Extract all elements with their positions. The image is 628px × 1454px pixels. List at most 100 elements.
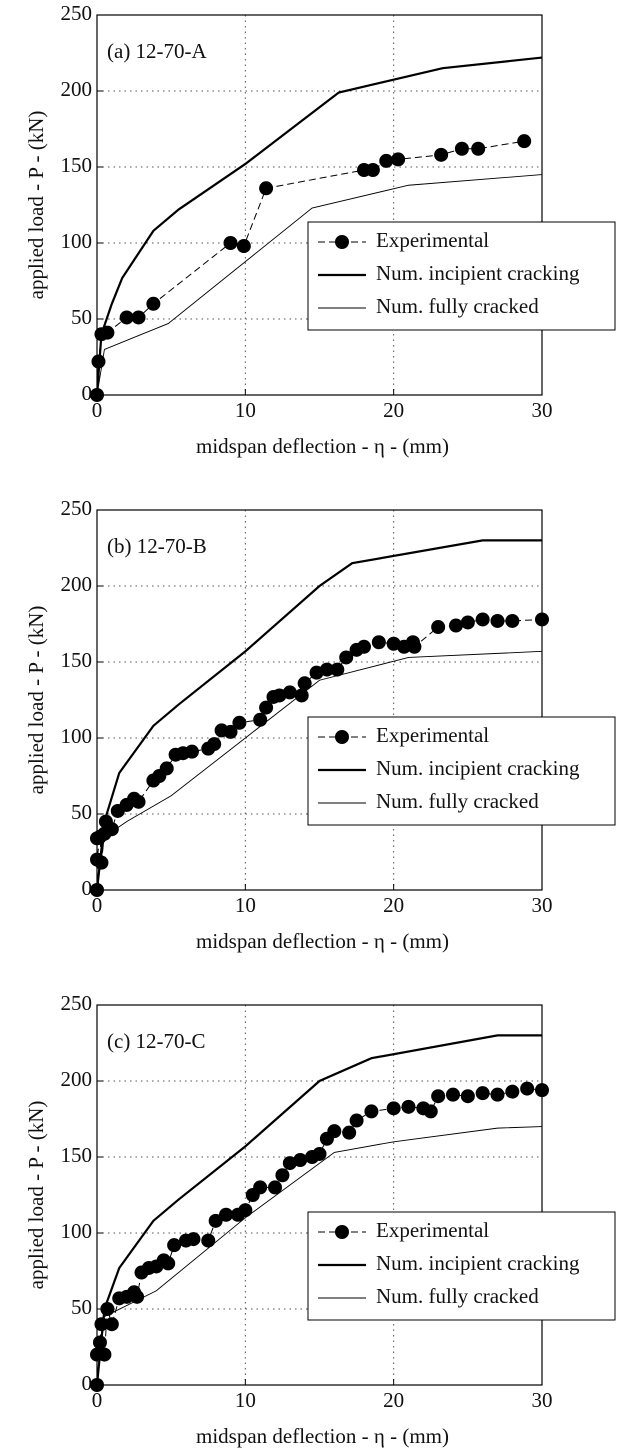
y-tick-label: 150 bbox=[61, 648, 93, 672]
y-tick-label: 250 bbox=[61, 496, 93, 520]
y-tick-label: 150 bbox=[61, 1143, 93, 1167]
chart-title: (b) 12-70-B bbox=[107, 534, 207, 558]
data-point bbox=[319, 662, 334, 677]
data-point bbox=[92, 1335, 107, 1350]
data-point bbox=[490, 613, 505, 628]
x-tick-label: 0 bbox=[92, 1388, 103, 1412]
data-point bbox=[475, 612, 490, 627]
legend-label: Experimental bbox=[376, 723, 489, 747]
data-point bbox=[490, 1087, 505, 1102]
x-tick-label: 30 bbox=[532, 893, 553, 917]
data-point bbox=[253, 1180, 268, 1195]
data-point bbox=[223, 236, 238, 250]
data-point bbox=[207, 737, 222, 752]
legend-label: Num. incipient cracking bbox=[376, 1251, 580, 1275]
data-point bbox=[238, 1203, 253, 1218]
data-point bbox=[423, 1104, 438, 1119]
x-tick-label: 10 bbox=[235, 893, 256, 917]
y-axis-label: applied load - P - (kN) bbox=[24, 111, 48, 300]
x-axis-label: midspan deflection - η - (mm) bbox=[196, 929, 449, 953]
data-point bbox=[391, 152, 406, 167]
data-point bbox=[365, 163, 380, 178]
data-point bbox=[253, 712, 268, 727]
data-point bbox=[208, 1213, 223, 1228]
legend-marker bbox=[335, 730, 349, 744]
series-line bbox=[96, 174, 543, 396]
data-point bbox=[236, 239, 251, 254]
data-point bbox=[119, 310, 134, 325]
data-point bbox=[167, 1238, 182, 1253]
y-tick-label: 150 bbox=[61, 153, 93, 177]
data-point bbox=[434, 147, 449, 162]
data-point bbox=[520, 1081, 535, 1096]
series-line bbox=[95, 56, 543, 396]
data-point bbox=[364, 1104, 379, 1119]
y-tick-label: 50 bbox=[71, 1295, 92, 1319]
data-point bbox=[275, 1168, 290, 1183]
data-point bbox=[186, 1232, 201, 1247]
data-point bbox=[94, 1317, 109, 1332]
data-point bbox=[104, 1317, 119, 1332]
legend-label: Experimental bbox=[376, 1218, 489, 1242]
data-point bbox=[94, 855, 109, 870]
plot-frame bbox=[96, 14, 543, 396]
data-point bbox=[131, 310, 146, 325]
data-point bbox=[339, 650, 354, 665]
data-point bbox=[342, 1125, 357, 1140]
plot-frame bbox=[96, 509, 543, 891]
data-point bbox=[104, 822, 119, 837]
data-point bbox=[297, 676, 312, 691]
data-point bbox=[349, 1113, 364, 1128]
series-line bbox=[95, 1034, 542, 1386]
data-point bbox=[505, 613, 520, 628]
data-point bbox=[475, 1086, 490, 1101]
data-point bbox=[293, 1153, 308, 1168]
x-axis-label: midspan deflection - η - (mm) bbox=[196, 434, 449, 458]
data-point bbox=[312, 1146, 327, 1161]
data-point bbox=[505, 1084, 520, 1099]
data-point bbox=[100, 1302, 115, 1316]
x-tick-label: 10 bbox=[235, 398, 256, 422]
data-point bbox=[146, 296, 161, 311]
y-tick-label: 0 bbox=[82, 876, 93, 900]
data-point bbox=[219, 1207, 234, 1222]
data-point bbox=[401, 1099, 416, 1114]
y-tick-label: 100 bbox=[61, 229, 93, 253]
series-line bbox=[96, 650, 543, 891]
y-tick-label: 200 bbox=[61, 572, 93, 596]
y-tick-label: 0 bbox=[82, 381, 93, 405]
x-axis-label: midspan deflection - η - (mm) bbox=[196, 1424, 449, 1448]
data-point bbox=[130, 1289, 145, 1304]
data-point bbox=[460, 1089, 475, 1104]
data-point bbox=[259, 700, 274, 715]
y-tick-label: 50 bbox=[71, 305, 92, 329]
y-tick-label: 250 bbox=[61, 1, 93, 25]
data-point bbox=[131, 794, 146, 809]
y-tick-label: 200 bbox=[61, 77, 93, 101]
y-tick-label: 0 bbox=[82, 1371, 93, 1395]
data-point bbox=[471, 141, 486, 156]
legend-label: Num. fully cracked bbox=[376, 1284, 539, 1308]
data-point bbox=[327, 1124, 342, 1139]
y-tick-label: 50 bbox=[71, 800, 92, 824]
data-point bbox=[357, 639, 371, 654]
data-point bbox=[535, 1083, 549, 1098]
x-tick-label: 0 bbox=[92, 893, 103, 917]
data-point bbox=[535, 612, 549, 627]
x-tick-label: 30 bbox=[532, 398, 553, 422]
legend-label: Num. incipient cracking bbox=[376, 261, 580, 285]
chart-title: (a) 12-70-A bbox=[107, 39, 208, 63]
legend-label: Experimental bbox=[376, 228, 489, 252]
data-point bbox=[448, 618, 463, 633]
data-point bbox=[282, 685, 297, 700]
y-tick-label: 100 bbox=[61, 1219, 93, 1243]
x-tick-label: 20 bbox=[383, 1388, 404, 1412]
legend-label: Num. fully cracked bbox=[376, 789, 539, 813]
plot-frame bbox=[96, 1004, 543, 1386]
data-point bbox=[460, 615, 475, 630]
series-line bbox=[96, 1126, 543, 1386]
data-point bbox=[232, 715, 247, 730]
data-point bbox=[159, 761, 174, 776]
data-point bbox=[371, 635, 386, 650]
